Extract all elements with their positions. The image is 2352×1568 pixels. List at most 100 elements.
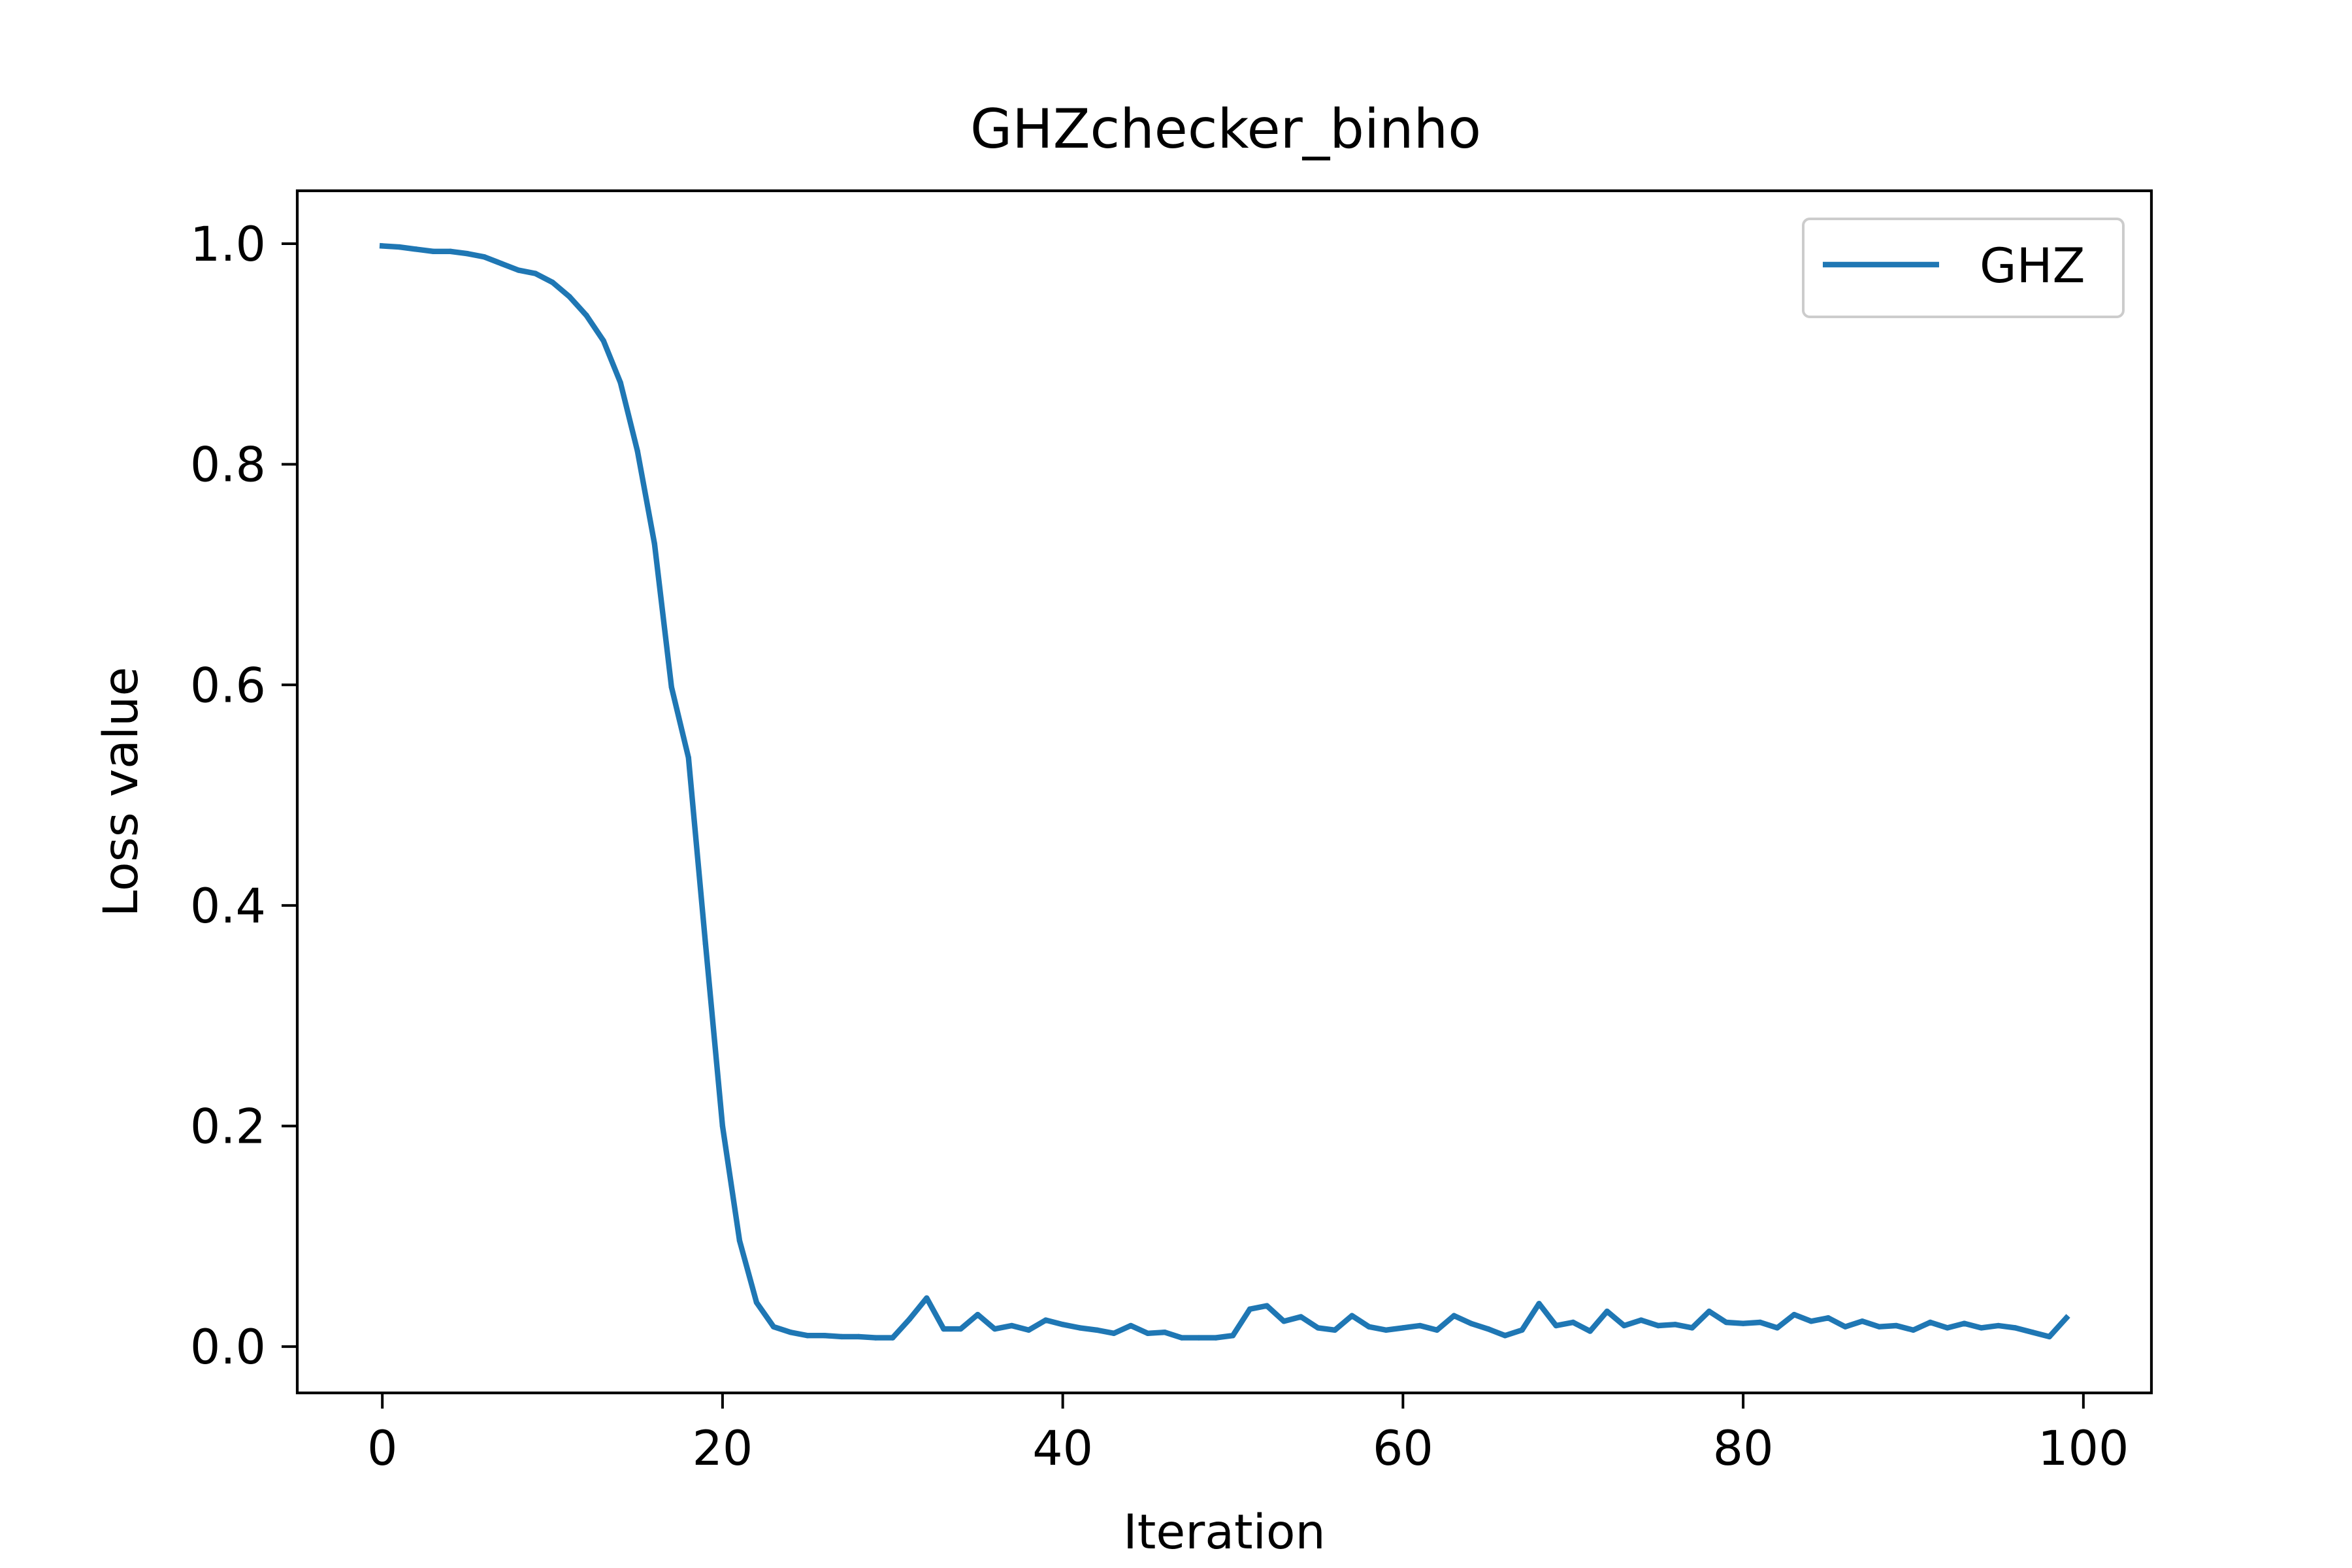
- data-point: [1026, 1327, 1032, 1333]
- data-point: [1859, 1318, 1865, 1324]
- data-point: [1944, 1325, 1950, 1331]
- data-point: [515, 267, 521, 273]
- data-point: [1774, 1325, 1780, 1331]
- data-point: [804, 1333, 811, 1339]
- data-point: [873, 1335, 879, 1341]
- x-tick-label: 80: [1713, 1421, 1774, 1477]
- data-point: [1587, 1328, 1593, 1334]
- data-point: [2063, 1315, 2070, 1321]
- data-point: [924, 1295, 930, 1301]
- data-point: [1196, 1335, 1202, 1341]
- data-point: [1315, 1325, 1321, 1331]
- data-point: [1655, 1322, 1661, 1329]
- data-point: [1689, 1325, 1695, 1331]
- data-point: [702, 941, 709, 947]
- data-point: [1111, 1330, 1117, 1337]
- data-point: [958, 1326, 964, 1332]
- data-point: [1791, 1311, 1797, 1318]
- data-point: [1910, 1327, 1916, 1333]
- data-point: [1808, 1318, 1814, 1324]
- series-group: [379, 242, 2070, 1341]
- data-point: [719, 1123, 726, 1129]
- data-point: [1383, 1327, 1389, 1333]
- series-points: [379, 243, 2070, 1341]
- data-point: [1009, 1322, 1015, 1329]
- data-point: [975, 1311, 981, 1318]
- data-point: [856, 1333, 862, 1340]
- data-point: [1553, 1322, 1559, 1329]
- data-point: [1995, 1322, 2001, 1329]
- data-point: [787, 1329, 794, 1335]
- data-point: [1179, 1335, 1185, 1341]
- x-tick-label: 100: [2038, 1421, 2129, 1477]
- data-point: [1451, 1313, 1457, 1319]
- y-axis-ticks: 0.0 0.2 0.4 0.6 0.8 1.0: [190, 217, 297, 1375]
- legend-box: [1802, 218, 2125, 318]
- data-point: [1893, 1322, 1899, 1329]
- data-point: [1043, 1317, 1049, 1323]
- data-point: [770, 1324, 777, 1330]
- data-point: [941, 1326, 947, 1332]
- y-tick-label: 0.0: [190, 1320, 266, 1375]
- data-point: [482, 254, 487, 260]
- data-point: [532, 270, 538, 276]
- data-point: [1570, 1319, 1576, 1326]
- data-point: [890, 1335, 896, 1341]
- data-point: [431, 248, 436, 255]
- x-tick-label: 20: [692, 1421, 753, 1477]
- data-point: [907, 1316, 913, 1322]
- data-point: [1876, 1324, 1882, 1330]
- data-point: [465, 251, 470, 257]
- data-point: [448, 248, 453, 255]
- data-point: [992, 1326, 998, 1332]
- x-axis-ticks: 0 20 40 60 80 100: [367, 1393, 2129, 1477]
- data-point: [1621, 1322, 1627, 1329]
- data-point: [2029, 1329, 2035, 1335]
- legend: GHZ: [1802, 218, 2125, 318]
- data-point: [600, 338, 606, 344]
- data-point: [1536, 1301, 1542, 1307]
- data-point: [414, 246, 419, 252]
- x-tick-label: 40: [1032, 1421, 1093, 1477]
- data-point: [1706, 1308, 1712, 1315]
- data-point: [1349, 1313, 1355, 1319]
- data-point: [634, 448, 640, 454]
- chart-title: GHZchecker_binho: [970, 97, 1481, 161]
- series-line-ghz: [379, 242, 2070, 1341]
- y-tick-label: 0.8: [190, 438, 266, 493]
- data-point: [1468, 1320, 1474, 1326]
- data-point: [1094, 1327, 1100, 1333]
- data-point: [1434, 1327, 1440, 1333]
- data-point: [1485, 1326, 1491, 1332]
- y-tick-label: 0.6: [190, 658, 266, 713]
- data-point: [685, 755, 692, 760]
- data-point: [1366, 1324, 1372, 1330]
- data-point: [379, 243, 385, 249]
- data-point: [1281, 1318, 1287, 1324]
- plot-frame: [295, 189, 2153, 1395]
- data-point: [1604, 1308, 1610, 1315]
- data-point: [1825, 1315, 1831, 1321]
- data-point: [397, 244, 402, 250]
- data-point: [1128, 1322, 1134, 1329]
- data-point: [2046, 1333, 2052, 1340]
- data-point: [1740, 1320, 1746, 1326]
- data-point: [1213, 1335, 1219, 1341]
- x-axis-label: Iteration: [1123, 1505, 1326, 1560]
- data-point: [1757, 1319, 1763, 1326]
- data-point: [1332, 1327, 1338, 1333]
- data-point: [838, 1333, 845, 1340]
- data-point: [2012, 1325, 2018, 1331]
- data-point: [1842, 1324, 1848, 1330]
- data-point: [1077, 1325, 1083, 1331]
- data-point: [1298, 1314, 1304, 1320]
- data-point: [1060, 1322, 1066, 1328]
- data-point: [1723, 1319, 1729, 1326]
- legend-label-ghz: GHZ: [1980, 238, 2085, 294]
- data-point: [1417, 1322, 1423, 1329]
- y-axis-label: Loss value: [93, 667, 149, 917]
- data-point: [583, 312, 589, 318]
- data-point: [549, 279, 555, 286]
- y-tick-label: 0.4: [190, 879, 266, 934]
